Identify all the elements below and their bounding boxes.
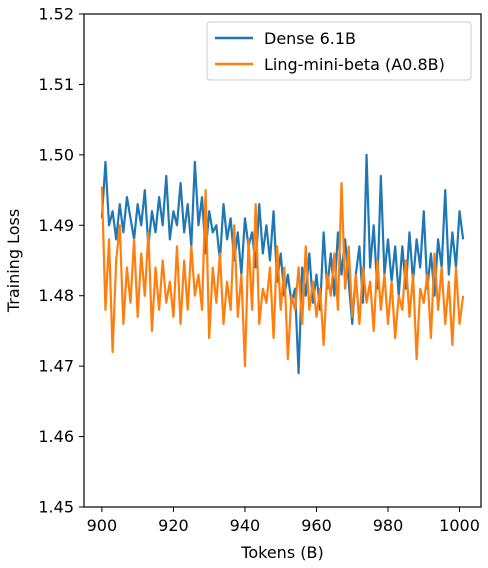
series-line-dense: [100, 153, 465, 375]
y-tick-label: 1.48: [38, 286, 74, 305]
x-tick-label: 960: [301, 516, 332, 535]
x-tick-label: 980: [373, 516, 404, 535]
legend-label: Ling-mini-beta (A0.8B): [264, 55, 445, 74]
axes-frame: [83, 13, 482, 508]
x-tick-label: 920: [158, 516, 189, 535]
y-tick-label: 1.49: [38, 216, 74, 235]
legend-label: Dense 6.1B: [264, 29, 356, 48]
y-tick-label: 1.47: [38, 357, 74, 376]
x-axis-label: Tokens (B): [240, 543, 323, 562]
series-layer: [100, 153, 465, 375]
y-tick-label: 1.50: [38, 145, 74, 164]
y-tick-label: 1.51: [38, 75, 74, 94]
y-tick-label: 1.52: [38, 5, 74, 24]
x-tick-label: 1000: [439, 516, 480, 535]
y-tick-label: 1.45: [38, 498, 74, 517]
y-tick-label: 1.46: [38, 427, 74, 446]
legend: Dense 6.1B Ling-mini-beta (A0.8B): [206, 21, 472, 81]
series-line-ling-mini-beta: [100, 181, 465, 368]
x-tick-label: 900: [87, 516, 118, 535]
axes-layer: 900 920 940 960 980 1000 1.45 1.46 1.47 1.48 1.49 1…: [4, 5, 482, 562]
legend-box: [206, 21, 472, 81]
x-tick-label: 940: [230, 516, 261, 535]
y-axis-label: Training Loss: [4, 209, 23, 313]
